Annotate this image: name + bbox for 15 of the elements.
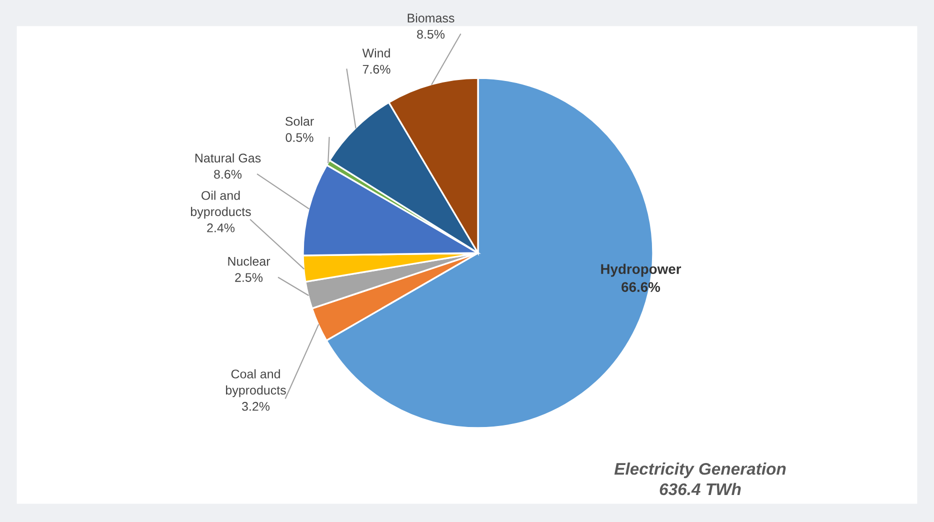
slice-label: Natural Gas	[195, 153, 261, 163]
data-label: 8.5%	[417, 30, 445, 39]
data-label: 8.6%	[214, 170, 242, 179]
slice-label: Solar	[285, 116, 314, 126]
data-label: 7.6%	[362, 64, 390, 74]
slice-label: Coal and byproducts	[226, 369, 286, 398]
slice-label: Nuclear	[228, 256, 270, 266]
data-label: 2.4%	[207, 223, 235, 232]
text: Electricity Generation 636.4 TWh	[614, 462, 786, 496]
data-label: 2.5%	[235, 273, 263, 282]
slice-label: Oil and byproducts	[190, 190, 251, 219]
data-label: 0.5%	[286, 133, 314, 142]
slice-label: Biomass	[408, 13, 454, 23]
data-label: 3.2%	[242, 402, 270, 411]
slice-label: Wind	[362, 48, 390, 58]
